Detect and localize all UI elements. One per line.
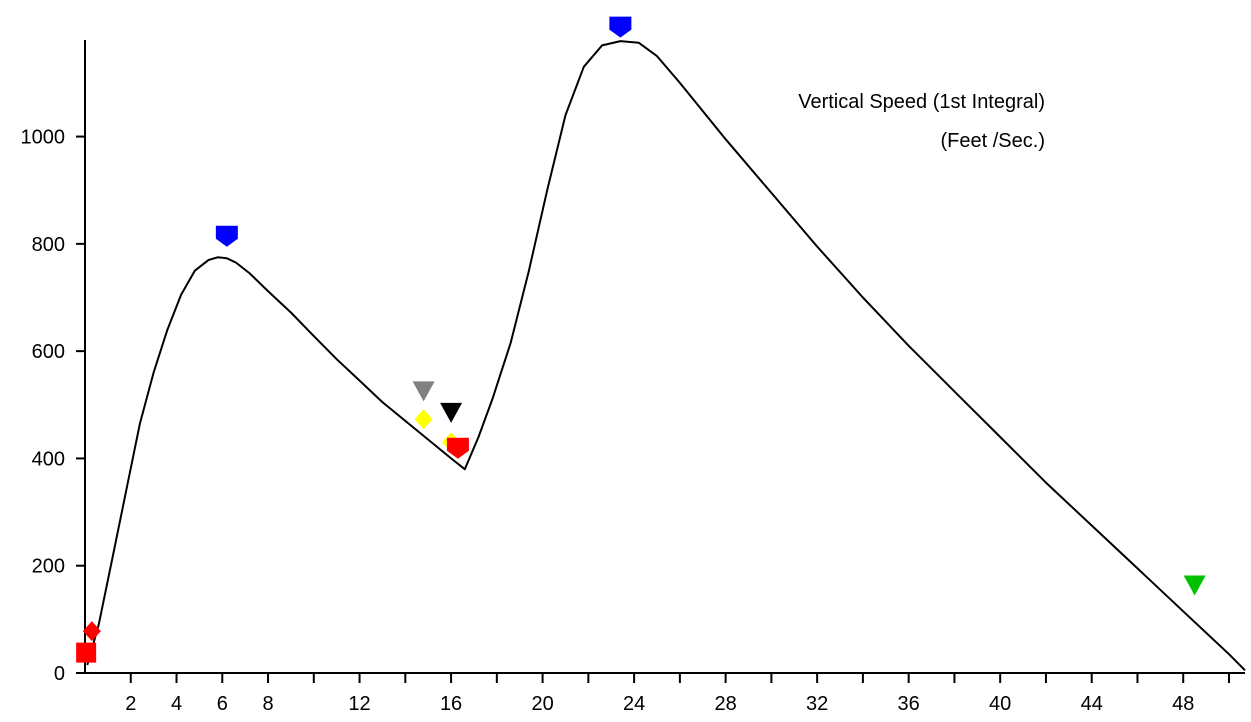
y-tick-label-0: 0 [54,663,65,685]
series-layer [86,40,1246,672]
y-tick-label-400: 400 [32,448,65,470]
marker-diamond-4 [414,409,433,430]
y-tick-label-800: 800 [32,234,65,256]
marker-shield-2 [215,225,238,247]
x-tick-label-8: 8 [262,693,273,715]
marker-layer [76,16,1206,663]
axes [84,40,1245,674]
annotation-line1: Vertical Speed (1st Integral) [798,91,1045,113]
x-tick-label-16: 16 [440,693,462,715]
x-tick-label-40: 40 [989,693,1011,715]
x-tick-label-12: 12 [348,693,370,715]
y-tick-label-200: 200 [32,556,65,578]
x-tick-label-2: 2 [125,693,136,715]
annotation-line2: (Feet /Sec.) [941,130,1045,152]
x-tick-label-28: 28 [715,693,737,715]
x-tick-label-44: 44 [1081,693,1103,715]
marker-shield-8 [609,16,632,38]
x-tick-label-32: 32 [806,693,828,715]
x-tick-label-6: 6 [217,693,228,715]
y-tick-label-1000: 1000 [21,127,66,149]
series-line-0 [86,40,1246,672]
y-ticks: 0 200 400 600 800 1000 [21,127,85,685]
x-tick-label-36: 36 [898,693,920,715]
y-tick-label-600: 600 [32,341,65,363]
x-ticks: 2 4 6 8 12 16 20 24 28 32 36 40 44 48 [125,673,1230,715]
x-tick-label-48: 48 [1172,693,1194,715]
x-tick-label-4: 4 [171,693,182,715]
marker-triangle-3 [412,381,435,402]
marker-triangle-5 [440,402,463,423]
x-tick-label-24: 24 [623,693,645,715]
marker-shield-7 [446,437,469,459]
marker-diamond-1 [82,621,101,642]
marker-square-0 [76,642,97,663]
x-tick-label-20: 20 [531,693,553,715]
marker-triangle-9 [1183,575,1206,596]
